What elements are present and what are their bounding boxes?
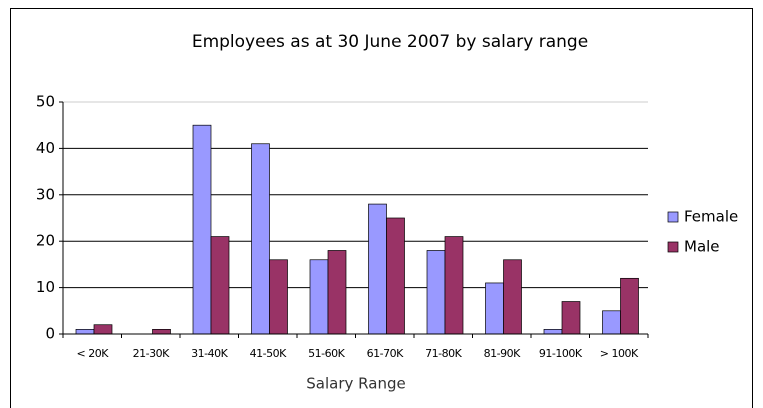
x-tick-label: 71-80K — [425, 347, 462, 360]
y-tick-label: 30 — [36, 185, 55, 203]
bar — [269, 259, 288, 335]
x-tick-label: 31-40K — [191, 347, 228, 360]
bar — [93, 324, 113, 335]
bar — [561, 301, 581, 335]
x-tick-label: 91-100K — [539, 347, 583, 360]
bar — [602, 310, 621, 335]
bar — [444, 236, 464, 335]
bar — [309, 259, 329, 335]
bar — [152, 329, 171, 335]
x-tick-label: 61-70K — [367, 347, 404, 360]
x-tick-label: < 20K — [77, 347, 110, 360]
bar — [192, 124, 212, 335]
bar — [543, 329, 563, 335]
y-tick-label: 20 — [36, 232, 55, 250]
bar — [251, 143, 270, 335]
bar — [75, 329, 95, 335]
bar — [368, 203, 387, 335]
chart-title: Employees as at 30 June 2007 by salary r… — [192, 32, 588, 52]
legend-swatch — [667, 241, 679, 253]
x-axis-title: Salary Range — [306, 375, 405, 393]
x-tick-label: 81-90K — [484, 347, 521, 360]
bar — [485, 282, 504, 335]
legend-swatch — [667, 211, 679, 223]
y-tick-label: 0 — [45, 325, 55, 343]
x-tick-label: > 100K — [600, 347, 639, 360]
bar — [426, 250, 446, 335]
bar — [503, 259, 522, 335]
y-tick-label: 50 — [36, 93, 55, 111]
bar — [210, 236, 230, 335]
bar — [386, 217, 405, 335]
legend-label: Female — [684, 208, 738, 226]
x-tick-label: 21-30K — [133, 347, 170, 360]
bar — [327, 250, 347, 335]
y-tick-label: 40 — [36, 139, 55, 157]
x-tick-label: 51-60K — [308, 347, 345, 360]
legend-label: Male — [684, 238, 720, 256]
bar — [620, 277, 639, 335]
y-tick-label: 10 — [36, 278, 55, 296]
x-tick-label: 41-50K — [250, 347, 287, 360]
